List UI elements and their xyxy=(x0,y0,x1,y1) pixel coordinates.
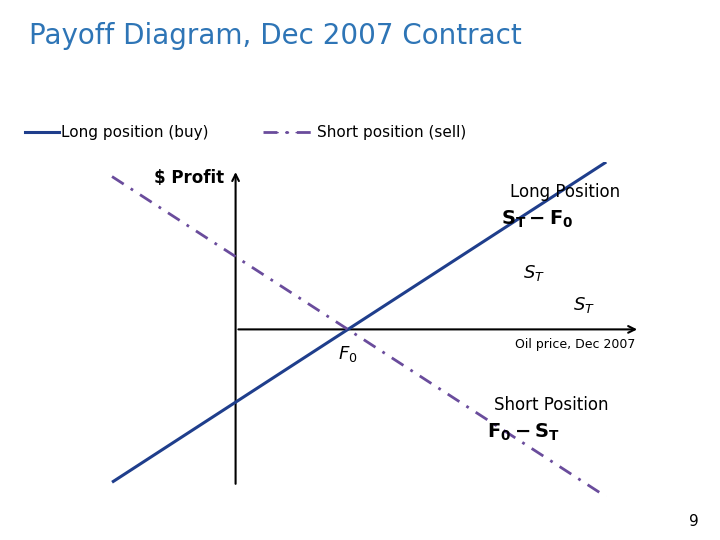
Text: Payoff Diagram, Dec 2007 Contract: Payoff Diagram, Dec 2007 Contract xyxy=(29,22,521,50)
Text: $S_T$: $S_T$ xyxy=(523,263,545,283)
Text: - - -: - - - xyxy=(274,125,300,140)
Text: Short position (sell): Short position (sell) xyxy=(317,125,466,140)
Text: ——: —— xyxy=(29,125,60,140)
Text: $ Profit: $ Profit xyxy=(154,169,225,187)
Text: Long Position: Long Position xyxy=(510,183,620,201)
Text: 9: 9 xyxy=(688,514,698,529)
Text: Short Position: Short Position xyxy=(494,396,608,414)
Text: Oil price, Dec 2007: Oil price, Dec 2007 xyxy=(515,338,636,351)
Text: Long position (buy): Long position (buy) xyxy=(61,125,209,140)
Text: $F_0$: $F_0$ xyxy=(338,344,358,364)
Text: $\mathbf{S_T - F_0}$: $\mathbf{S_T - F_0}$ xyxy=(500,209,573,231)
Text: $\mathbf{F_0 - S_T}$: $\mathbf{F_0 - S_T}$ xyxy=(487,422,560,443)
Text: $S_T$: $S_T$ xyxy=(573,295,595,315)
